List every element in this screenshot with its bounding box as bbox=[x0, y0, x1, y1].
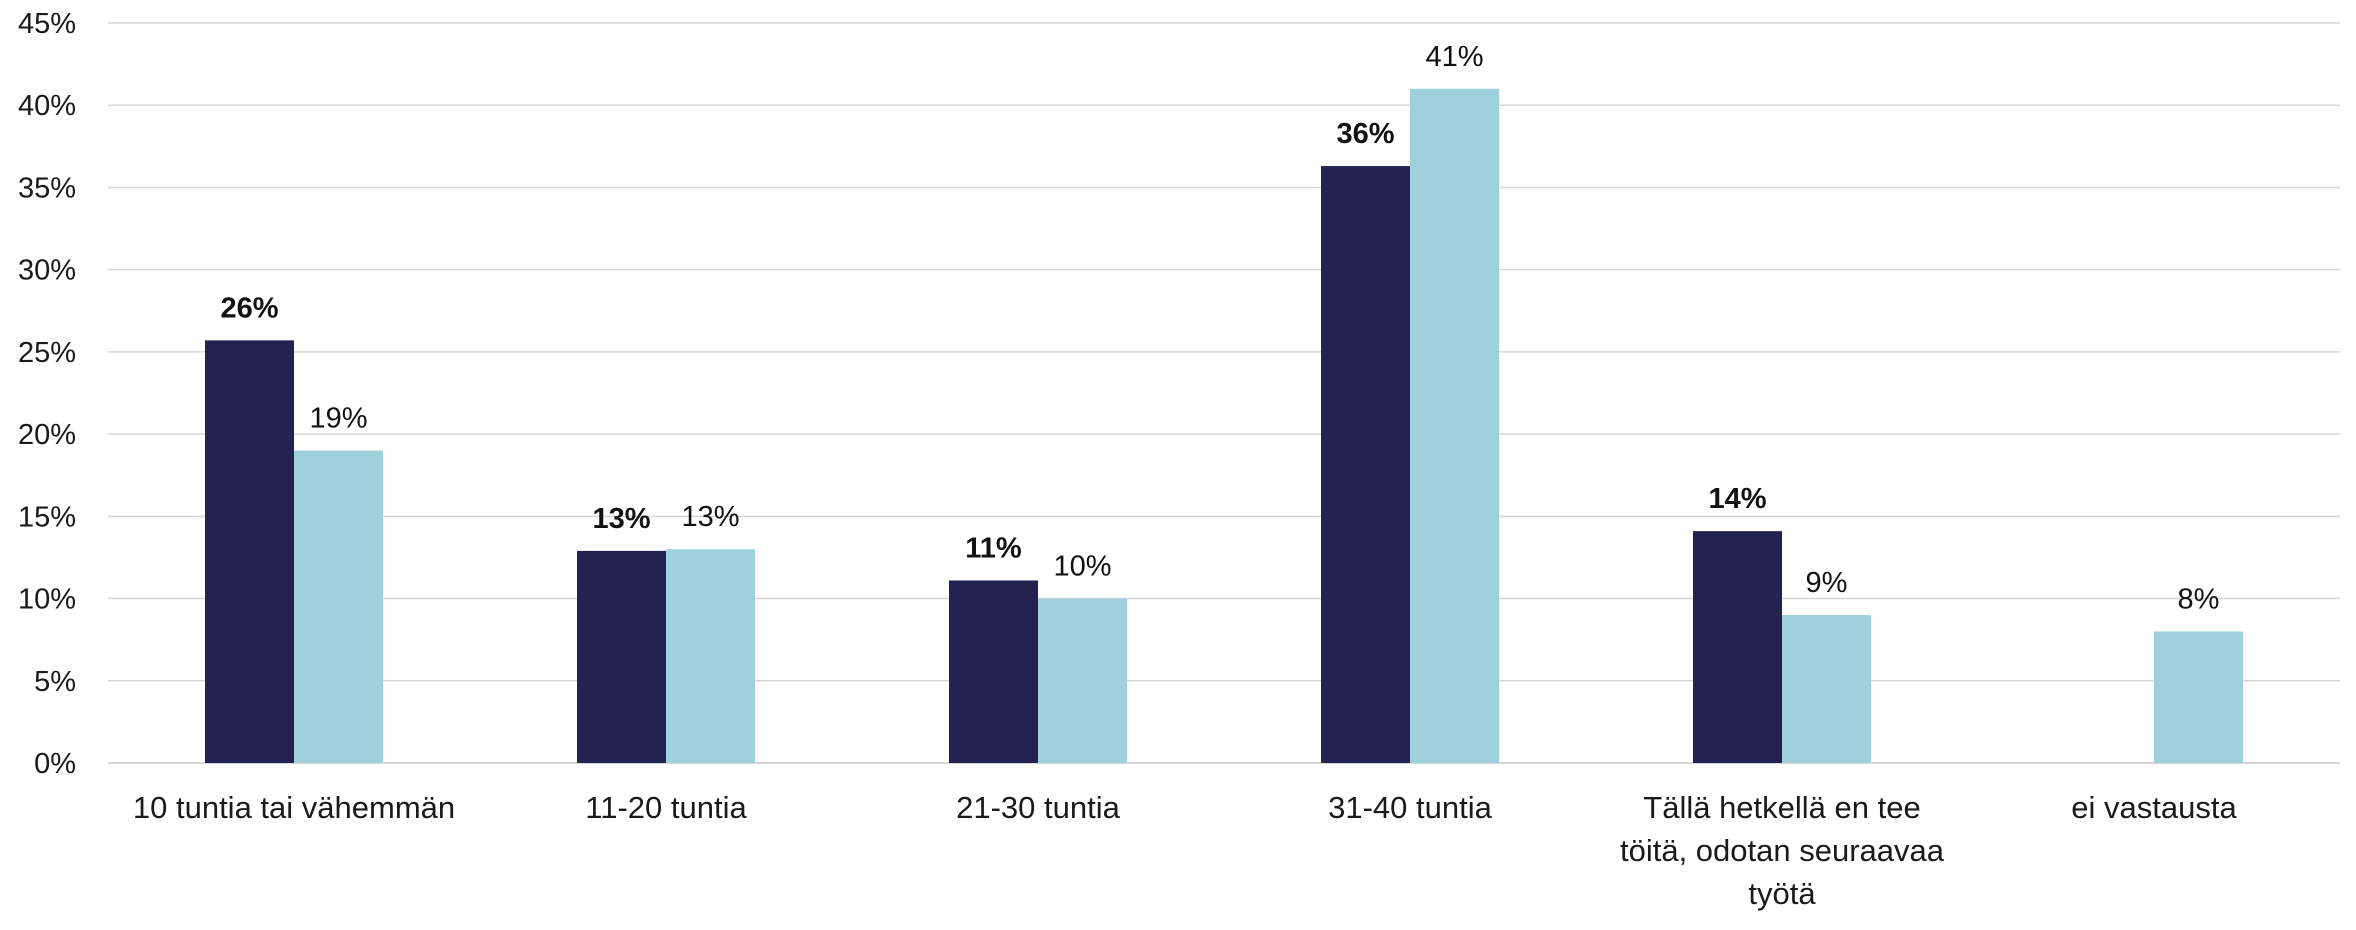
y-axis-tick-labels: 0% 5% 10% 15% 20% 25% 30% 35% 40% 45% bbox=[18, 8, 76, 780]
bar bbox=[949, 580, 1038, 763]
y-tick-label: 15% bbox=[18, 501, 76, 533]
y-tick-label: 25% bbox=[18, 337, 76, 369]
bars bbox=[205, 88, 2243, 764]
bar bbox=[1321, 166, 1410, 764]
y-tick-label: 0% bbox=[34, 748, 76, 780]
x-category-label: 21-30 tuntia bbox=[956, 790, 1120, 825]
x-category-label: työtä bbox=[1748, 876, 1816, 911]
y-tick-label: 20% bbox=[18, 419, 76, 451]
x-category-label: 11-20 tuntia bbox=[585, 790, 747, 825]
data-labels: 26% 19% 13% 13% 11% 10% 36% 41% 14% 9% 8% bbox=[220, 41, 2219, 616]
bar bbox=[577, 550, 666, 763]
y-tick-label: 40% bbox=[18, 90, 76, 122]
bar bbox=[294, 450, 383, 763]
data-label: 11% bbox=[965, 532, 1022, 564]
x-category-label: ei vastausta bbox=[2071, 790, 2237, 825]
bar bbox=[205, 340, 294, 763]
x-category-label: Tällä hetkellä en tee bbox=[1643, 790, 1920, 825]
data-label: 19% bbox=[309, 403, 367, 435]
data-label: 13% bbox=[681, 501, 739, 533]
y-tick-label: 45% bbox=[18, 8, 76, 40]
x-category-label: 10 tuntia tai vähemmän bbox=[133, 790, 455, 825]
data-label: 9% bbox=[1806, 567, 1848, 599]
x-category-label: 31-40 tuntia bbox=[1328, 790, 1492, 825]
x-axis-category-labels: 10 tuntia tai vähemmän 11-20 tuntia 21-30 … bbox=[133, 790, 2238, 911]
y-tick-label: 5% bbox=[34, 666, 76, 698]
data-label: 41% bbox=[1425, 41, 1483, 73]
y-tick-label: 10% bbox=[18, 584, 76, 616]
bar bbox=[1038, 598, 1127, 763]
y-tick-label: 35% bbox=[18, 172, 76, 204]
data-label: 10% bbox=[1053, 551, 1111, 583]
bar bbox=[666, 549, 755, 763]
bar bbox=[1782, 615, 1871, 763]
x-category-label: töitä, odotan seuraavaa bbox=[1620, 833, 1945, 868]
data-label: 36% bbox=[1336, 118, 1394, 150]
y-tick-label: 30% bbox=[18, 255, 76, 287]
data-label: 8% bbox=[2178, 583, 2220, 615]
gridlines bbox=[108, 22, 2340, 764]
bar bbox=[2154, 631, 2243, 763]
bar bbox=[1693, 531, 1782, 763]
data-label: 26% bbox=[220, 292, 278, 324]
data-label: 14% bbox=[1708, 483, 1766, 515]
data-label: 13% bbox=[592, 503, 650, 535]
bar bbox=[1410, 88, 1499, 764]
